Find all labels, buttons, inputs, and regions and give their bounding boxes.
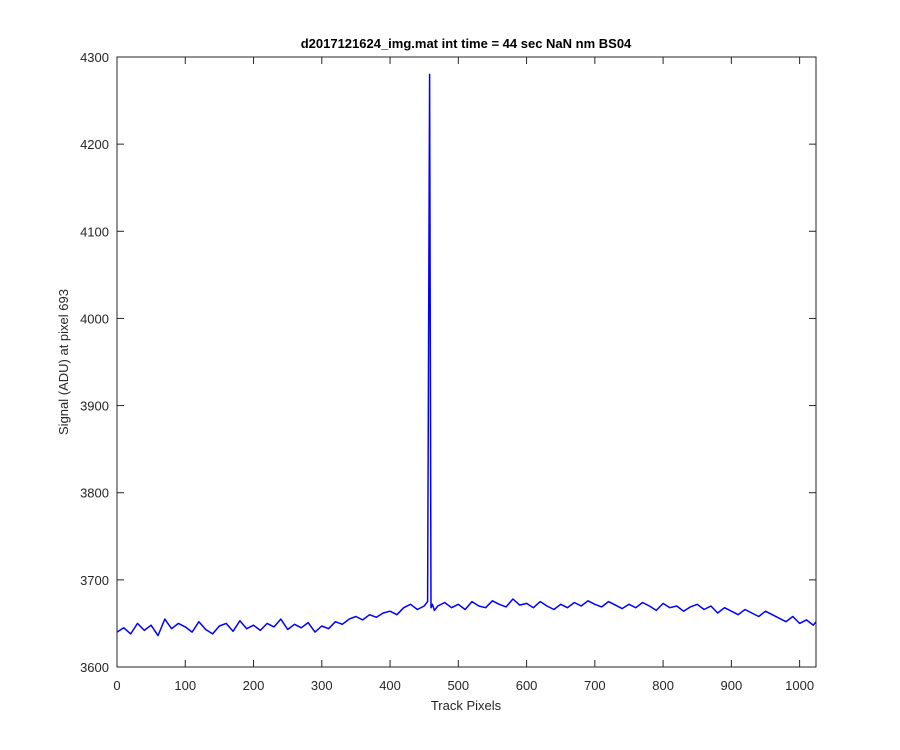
y-tick-label: 3600 xyxy=(80,660,109,675)
x-tick-label: 600 xyxy=(516,678,538,693)
y-tick-label: 3900 xyxy=(80,399,109,414)
x-tick-label: 100 xyxy=(174,678,196,693)
x-tick-label: 800 xyxy=(652,678,674,693)
y-tick-label: 3700 xyxy=(80,573,109,588)
plot-area xyxy=(117,57,816,667)
x-tick-label: 700 xyxy=(584,678,606,693)
chart-title: d2017121624_img.mat int time = 44 sec Na… xyxy=(301,36,632,51)
x-tick-label: 900 xyxy=(721,678,743,693)
x-tick-label: 300 xyxy=(311,678,333,693)
x-axis-label: Track Pixels xyxy=(431,698,502,713)
y-tick-label: 4000 xyxy=(80,311,109,326)
series-group xyxy=(116,73,817,637)
x-tick-label: 500 xyxy=(447,678,469,693)
y-axis-ticks: 3600 3700 3800 3900 4000 4100 4200 4300 xyxy=(80,50,816,675)
x-tick-label: 0 xyxy=(113,678,120,693)
x-axis-ticks: 0 100 200 300 400 500 600 700 800 900 1000 xyxy=(113,57,814,693)
x-tick-label: 400 xyxy=(379,678,401,693)
y-axis-label: Signal (ADU) at pixel 693 xyxy=(56,289,71,435)
x-tick-label: 1000 xyxy=(785,678,814,693)
x-tick-label: 200 xyxy=(243,678,265,693)
y-tick-label: 3800 xyxy=(80,486,109,501)
y-tick-label: 4300 xyxy=(80,50,109,65)
y-tick-label: 4200 xyxy=(80,137,109,152)
series-line-0 xyxy=(116,73,817,637)
axes-box xyxy=(116,56,817,668)
y-tick-label: 4100 xyxy=(80,224,109,239)
